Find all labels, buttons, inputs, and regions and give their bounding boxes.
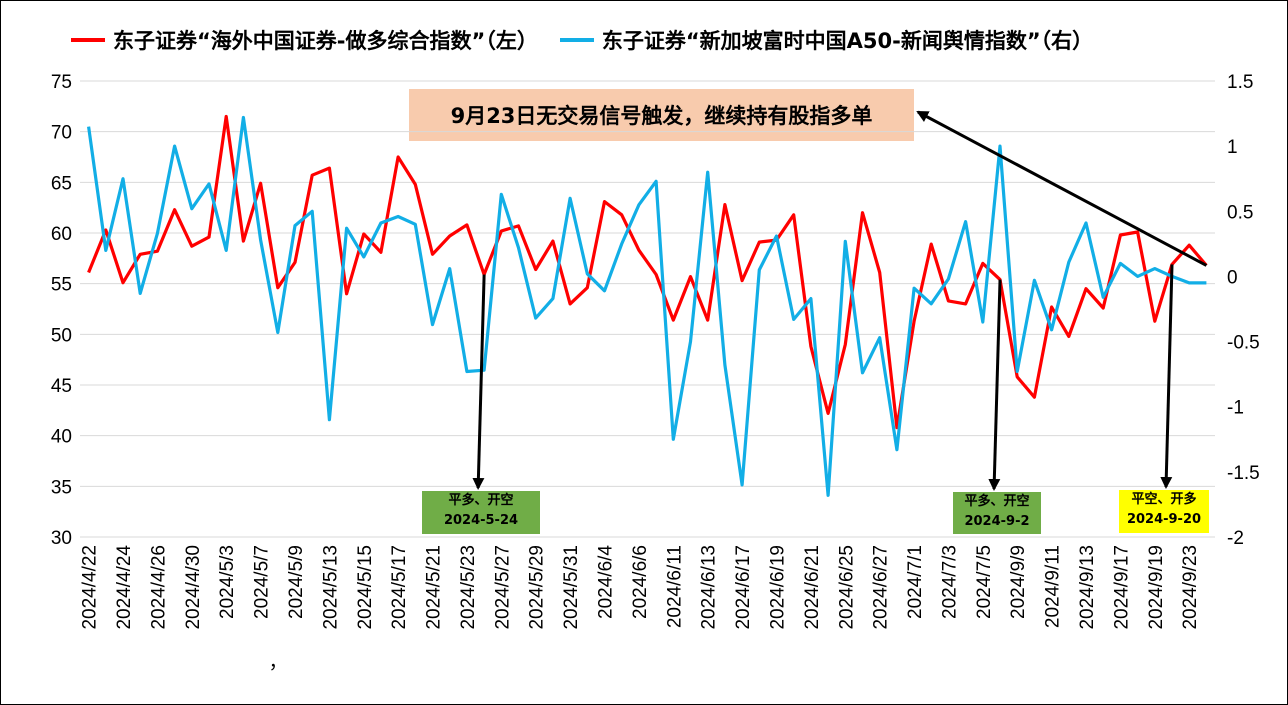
legend-item-left-index: 东子证券“海外中国证券-做多综合指数”（左） bbox=[71, 25, 538, 55]
legend-item-right-index: 东子证券“新加坡富时中国A50-新闻舆情指数”（右） bbox=[559, 25, 1094, 55]
legend-label-left-index: 东子证券“海外中国证券-做多综合指数”（左） bbox=[113, 29, 538, 53]
signal-label-sep20: 平空、开多 2024-9-20 bbox=[1119, 490, 1209, 533]
signal-label-sep20-action: 平空、开多 bbox=[1131, 492, 1197, 507]
legend-swatch-blue bbox=[559, 38, 594, 42]
signal-label-sep2: 平多、开空 2024-9-2 bbox=[953, 492, 1041, 534]
signal-label-sep2-date: 2024-9-2 bbox=[964, 514, 1030, 529]
signal-label-sep2-action: 平多、开空 bbox=[964, 494, 1030, 509]
legend: 东子证券“海外中国证券-做多综合指数”（左） 东子证券“新加坡富时中国A50-新… bbox=[71, 25, 1093, 55]
callout-text: 9月23日无交易信号触发，继续持有股指多单 bbox=[450, 104, 873, 128]
legend-label-right-index: 东子证券“新加坡富时中国A50-新闻舆情指数”（右） bbox=[601, 29, 1094, 53]
signal-label-sep20-date: 2024-9-20 bbox=[1126, 512, 1202, 527]
signal-label-may24-action: 平多、开空 bbox=[448, 493, 514, 508]
signal-label-may24: 平多、开空 2024-5-24 bbox=[422, 491, 540, 534]
signal-label-may24-date: 2024-5-24 bbox=[443, 513, 519, 528]
callout-box: 9月23日无交易信号触发，继续持有股指多单 bbox=[409, 89, 914, 141]
legend-swatch-red bbox=[71, 38, 105, 42]
